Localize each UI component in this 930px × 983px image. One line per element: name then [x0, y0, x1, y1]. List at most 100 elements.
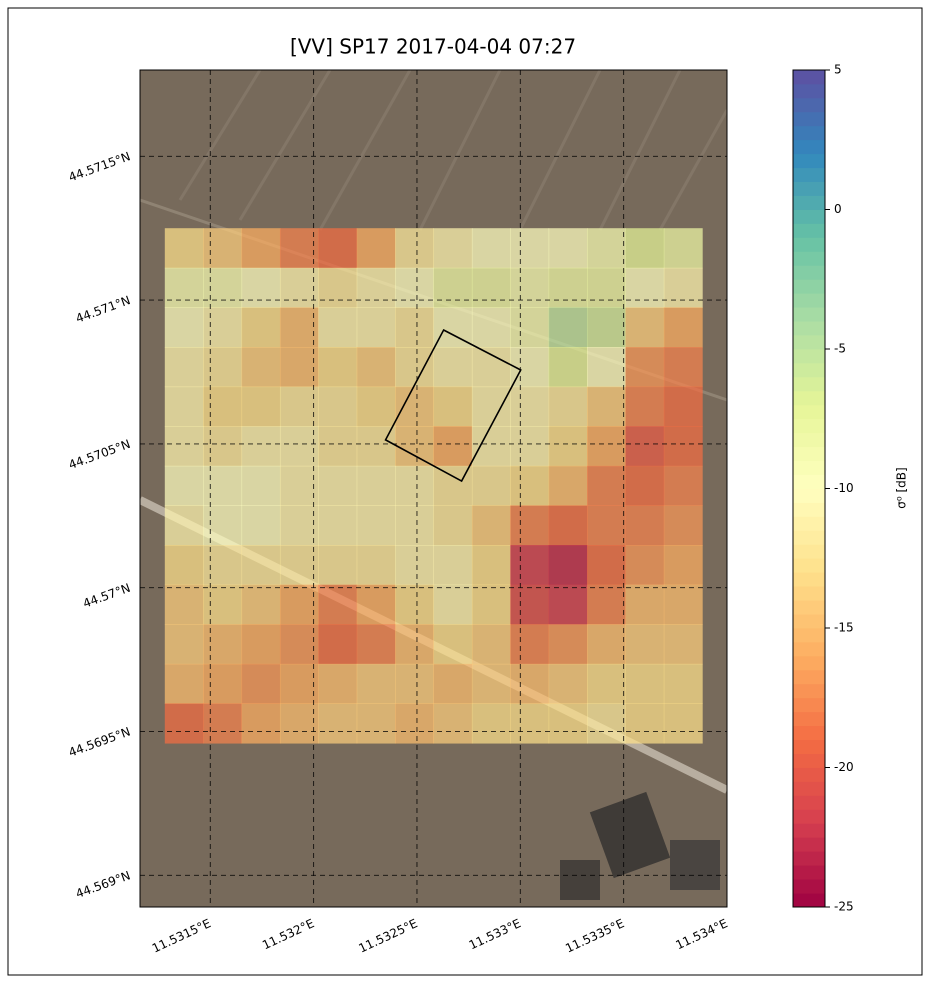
heat-cell: [395, 624, 434, 664]
heat-cell: [165, 703, 204, 743]
heat-cell: [280, 624, 319, 664]
heat-cell: [625, 664, 664, 704]
heat-cell: [549, 545, 588, 585]
heat-cell: [434, 505, 473, 545]
heat-cell: [510, 466, 549, 506]
heat-cell: [510, 624, 549, 664]
heat-cell: [203, 307, 242, 347]
heat-cell: [434, 228, 473, 268]
colorbar-segment: [793, 754, 825, 768]
heat-cell: [165, 505, 204, 545]
colorbar-segment: [793, 84, 825, 98]
colorbar-segment: [793, 279, 825, 293]
colorbar-segment: [793, 419, 825, 433]
heat-cell: [318, 505, 357, 545]
heat-cell: [587, 703, 626, 743]
heat-cell: [242, 347, 281, 387]
heat-cell: [434, 585, 473, 625]
heat-cell: [549, 426, 588, 466]
heat-cell: [318, 585, 357, 625]
heat-cell: [395, 268, 434, 308]
heat-cell: [203, 703, 242, 743]
heat-cell: [664, 387, 703, 427]
heat-cell: [664, 228, 703, 268]
heat-cell: [357, 505, 396, 545]
heat-cell: [165, 585, 204, 625]
heat-cell: [165, 228, 204, 268]
heat-cell: [318, 624, 357, 664]
heat-cell: [549, 624, 588, 664]
heat-cell: [587, 228, 626, 268]
heat-cell: [625, 505, 664, 545]
heat-cell: [395, 466, 434, 506]
heat-cell: [165, 466, 204, 506]
colorbar-segment: [793, 572, 825, 586]
chart-title: [VV] SP17 2017-04-04 07:27: [290, 35, 576, 59]
colorbar-segment: [793, 865, 825, 879]
heat-cell: [280, 466, 319, 506]
heat-cell: [203, 505, 242, 545]
heat-cell: [549, 387, 588, 427]
heat-cell: [318, 347, 357, 387]
heat-cell: [203, 347, 242, 387]
heat-cell: [242, 664, 281, 704]
heat-cell: [472, 664, 511, 704]
heat-cell: [664, 545, 703, 585]
colorbar-segment: [793, 642, 825, 656]
colorbar-segment: [793, 265, 825, 279]
heat-cell: [549, 307, 588, 347]
heat-cell: [664, 505, 703, 545]
heat-cell: [587, 466, 626, 506]
colorbar-segment: [793, 489, 825, 503]
heat-cell: [318, 387, 357, 427]
heat-cell: [625, 426, 664, 466]
heat-cell: [587, 307, 626, 347]
heat-cell: [318, 268, 357, 308]
colorbar-segment: [793, 182, 825, 196]
colorbar-segment: [793, 112, 825, 126]
heat-cell: [625, 268, 664, 308]
heat-cell: [549, 466, 588, 506]
heat-cell: [510, 387, 549, 427]
heat-cell: [280, 347, 319, 387]
heat-cell: [242, 228, 281, 268]
colorbar-segment: [793, 544, 825, 558]
colorbar-segment: [793, 223, 825, 237]
heat-cell: [434, 426, 473, 466]
heat-cell: [549, 703, 588, 743]
colorbar-segment: [793, 140, 825, 154]
heat-cell: [318, 545, 357, 585]
heat-cell: [510, 307, 549, 347]
heat-cell: [625, 624, 664, 664]
heat-cell: [664, 307, 703, 347]
heat-cell: [242, 426, 281, 466]
heat-cell: [587, 545, 626, 585]
heat-cell: [472, 426, 511, 466]
heat-cell: [357, 703, 396, 743]
colorbar-segment: [793, 363, 825, 377]
colorbar-segment: [793, 726, 825, 740]
heat-cell: [587, 387, 626, 427]
colorbar-segment: [793, 781, 825, 795]
heat-cell: [395, 426, 434, 466]
colorbar-segment: [793, 809, 825, 823]
heat-cell: [318, 664, 357, 704]
heat-cell: [472, 228, 511, 268]
heat-cell: [664, 703, 703, 743]
colorbar-segment: [793, 405, 825, 419]
heat-cell: [625, 545, 664, 585]
colorbar-segment: [793, 321, 825, 335]
heat-cell: [395, 228, 434, 268]
heat-cell: [318, 307, 357, 347]
heat-cell: [625, 228, 664, 268]
heat-cell: [242, 268, 281, 308]
heat-cell: [510, 268, 549, 308]
colorbar-tick-label: -20: [834, 760, 854, 774]
heat-cell: [357, 347, 396, 387]
heat-cell: [357, 585, 396, 625]
heat-cell: [510, 426, 549, 466]
heat-cell: [625, 307, 664, 347]
colorbar-segment: [793, 502, 825, 516]
heat-cell: [357, 228, 396, 268]
colorbar-segment: [793, 740, 825, 754]
